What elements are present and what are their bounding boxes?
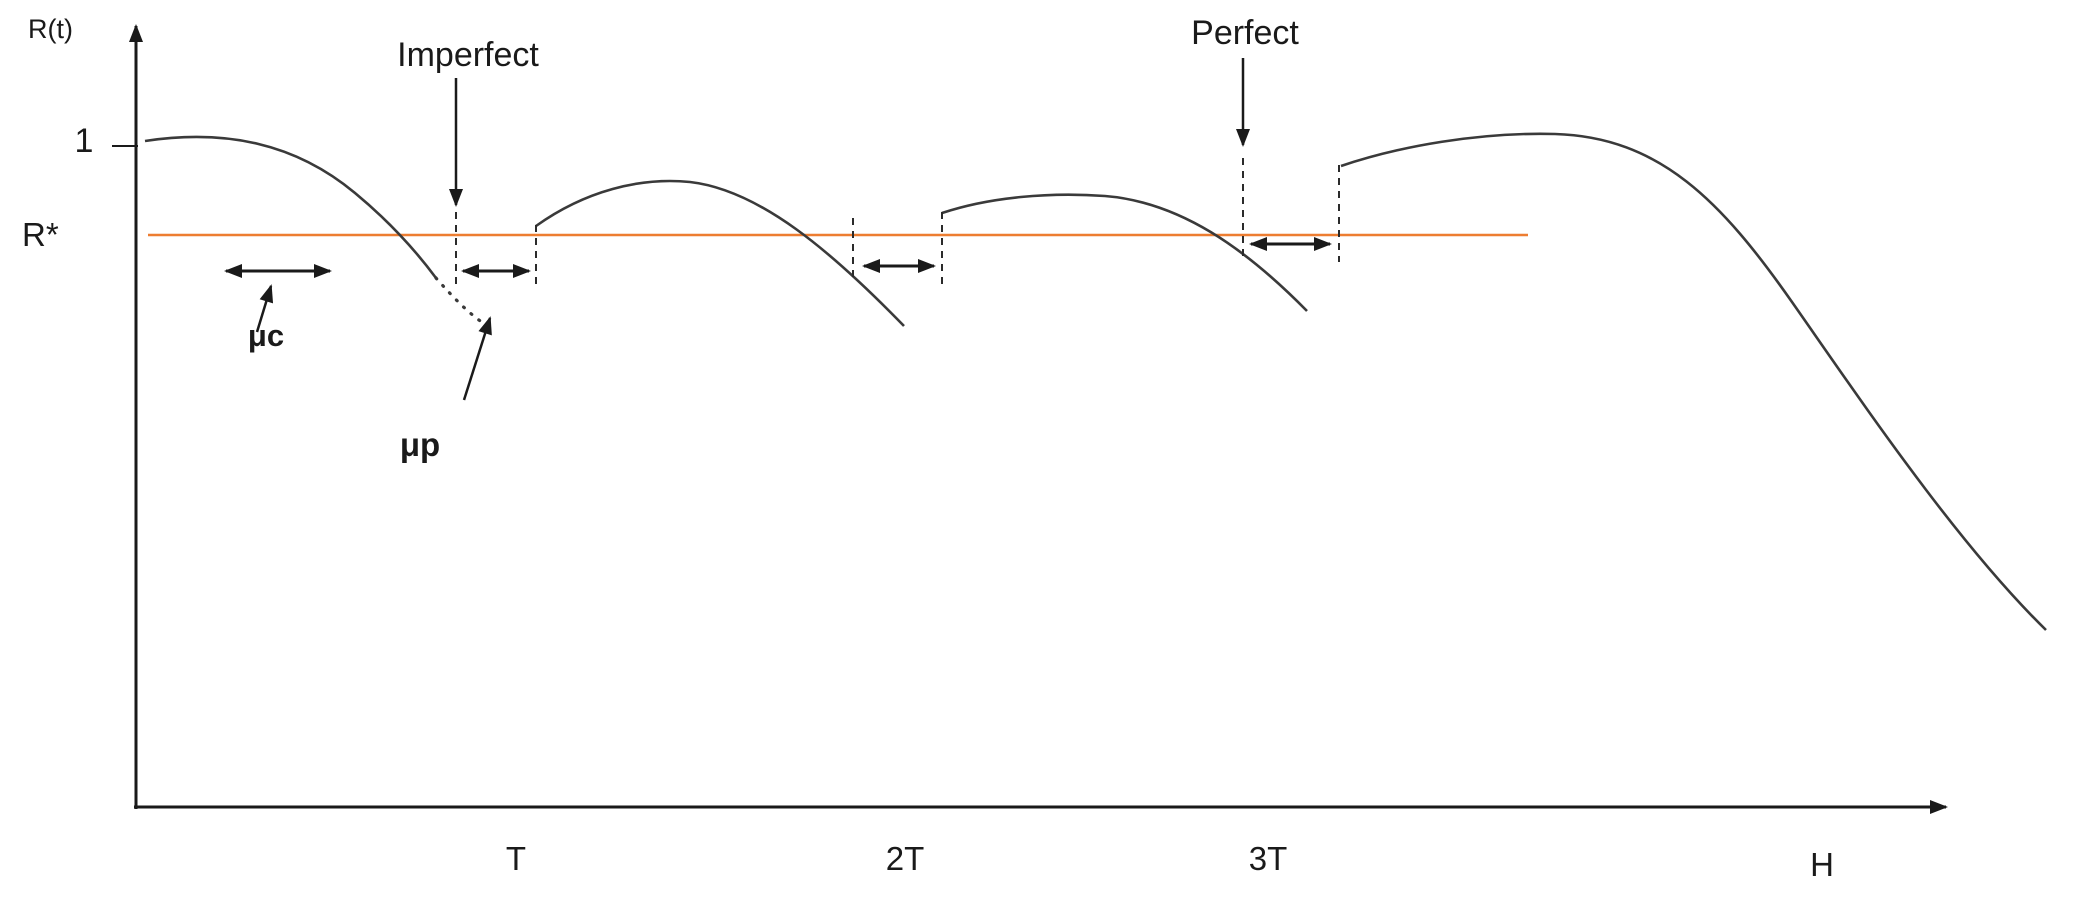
y-axis-title: R(t) [28, 14, 73, 44]
x-tick-label-2t: 2T [886, 840, 925, 877]
reliability-curve-2 [535, 179, 905, 327]
perfect-label: Perfect [1191, 14, 1299, 52]
reliability-curve-1-dotted-tail [434, 276, 485, 325]
mu-c-pointer-arrow [255, 284, 274, 333]
reliability-curve-3 [941, 193, 1308, 312]
x-tick-label-t: T [506, 840, 526, 877]
reliability-curve-1 [144, 135, 438, 279]
reliability-curve-4 [1340, 132, 2047, 631]
imperfect-label: Imperfect [397, 36, 539, 74]
mu-p-pointer-arrow [462, 316, 492, 401]
x-tick-label-3t: 3T [1249, 840, 1288, 877]
threshold-label: R* [22, 216, 59, 253]
mu-c-label: μc [248, 318, 284, 353]
initial-reliability-label: 1 [75, 122, 94, 160]
x-end-label: H [1810, 846, 1834, 883]
mu-p-label: μp [400, 426, 440, 463]
